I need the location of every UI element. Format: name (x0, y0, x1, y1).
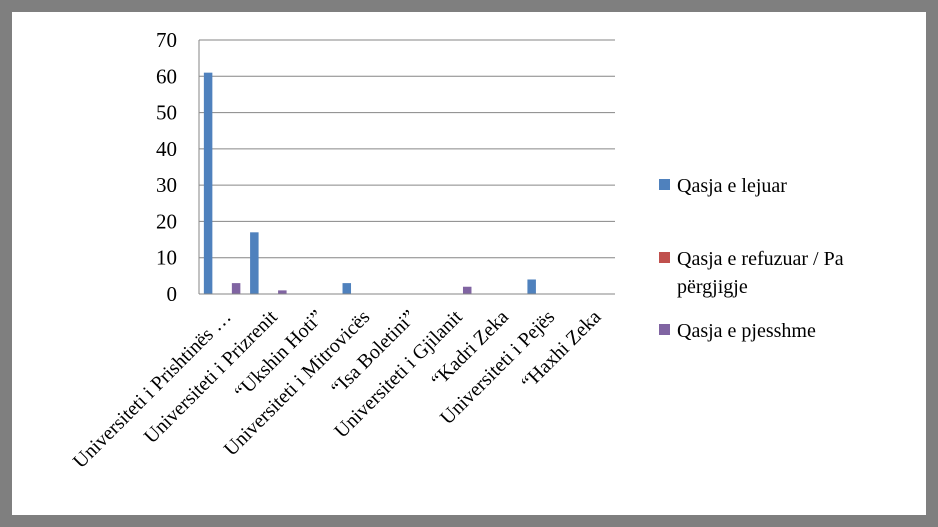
bars (203, 72, 536, 295)
y-tick-label: 30 (156, 173, 177, 197)
bar (342, 283, 352, 294)
y-tick-label: 50 (156, 101, 177, 125)
legend-swatch (659, 179, 670, 190)
axes (198, 40, 615, 295)
bar (203, 72, 213, 295)
y-tick-label: 10 (156, 246, 177, 270)
bar (527, 279, 536, 294)
legend-label: Qasja e pjesshme (677, 320, 816, 342)
y-tick-label: 0 (167, 282, 178, 306)
x-axis-labels: Universiteti i Prishtinës …Universiteti … (69, 306, 606, 473)
bar (278, 290, 287, 294)
legend-label: Qasja e lejuar (677, 175, 787, 197)
legend-label: Qasja e refuzuar / Pa përgjigje (677, 248, 844, 298)
y-tick-label: 70 (156, 28, 177, 52)
gridlines (199, 39, 615, 259)
y-tick-label: 20 (156, 209, 177, 233)
bar (250, 232, 259, 294)
y-axis-ticks: 0 10 20 30 40 50 60 70 (156, 28, 177, 306)
y-tick-label: 60 (156, 64, 177, 88)
legend-swatch (659, 252, 670, 263)
legend-swatch (659, 324, 670, 335)
bar (231, 283, 241, 294)
y-tick-label: 40 (156, 137, 177, 161)
bar (462, 286, 472, 294)
legend: Qasja e lejuar Qasja e refuzuar / Pa përgj… (659, 175, 844, 342)
